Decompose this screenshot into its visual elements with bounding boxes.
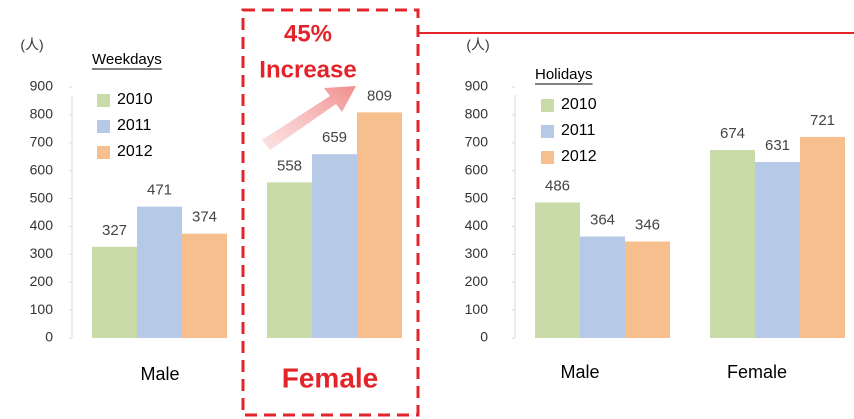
y-tick-label: 500 [465,189,489,205]
value-label: 471 [147,182,172,199]
legend-label: 2010 [561,96,597,113]
subtitle: Weekdays [92,51,162,68]
y-tick-label: 0 [480,329,488,345]
y-tick-label: 600 [465,161,489,177]
y-tick-label: 0 [45,329,53,345]
value-label: 721 [810,112,835,129]
y-axis-label: (人) [20,37,43,53]
annotation: Increase [259,56,356,83]
bar [535,202,580,338]
value-label: 558 [277,157,302,174]
y-tick-label: 800 [30,106,54,122]
legend-swatch [97,120,110,133]
legend-label: 2011 [117,117,152,134]
x-tick-label: Female [282,362,379,393]
y-tick-label: 700 [30,133,54,149]
bar [625,241,670,338]
y-tick-label: 900 [465,78,489,94]
y-tick-label: 600 [30,161,54,177]
legend-swatch [541,151,554,164]
bar [137,206,182,338]
value-label: 346 [635,216,660,233]
highlight-box [241,8,420,417]
x-tick-label: Male [560,362,599,382]
y-tick-label: 800 [465,106,489,122]
bar [92,246,137,338]
bar [755,162,800,338]
increase-arrow [262,86,356,150]
y-tick-label: 200 [30,273,54,289]
legend-swatch [97,146,110,159]
value-label: 327 [102,222,127,239]
legend-swatch [541,99,554,112]
legend-label: 2010 [117,91,153,108]
value-label: 674 [720,125,745,142]
value-label: 659 [322,129,347,146]
y-tick-label: 300 [465,245,489,261]
y-tick-label: 300 [30,245,54,261]
x-tick-label: Female [727,362,787,382]
bar [267,182,312,338]
value-label: 631 [765,137,790,154]
value-label: 364 [590,211,615,228]
y-tick-label: 100 [30,301,54,317]
legend-label: 2012 [117,143,153,160]
y-tick-label: 500 [30,189,54,205]
y-tick-label: 200 [465,273,489,289]
legend-swatch [97,94,110,107]
bar [800,136,845,338]
bar [312,154,357,338]
legend-label: 2011 [561,122,596,139]
bar [710,150,755,338]
y-tick-label: 400 [465,217,489,233]
value-label: 486 [545,177,570,194]
y-tick-label: 400 [30,217,54,233]
annotation: 45% [284,20,332,47]
value-label: 374 [192,209,217,226]
bar [580,236,625,338]
y-tick-label: 900 [30,78,54,94]
legend-label: 2012 [561,148,597,165]
legend-swatch [541,125,554,138]
subtitle: Holidays [535,66,593,83]
y-tick-label: 700 [465,133,489,149]
y-axis-label: (人) [466,37,489,53]
y-tick-label: 100 [465,301,489,317]
value-label: 809 [367,87,392,104]
bar [182,233,227,338]
x-tick-label: Male [140,364,179,384]
bar [357,112,402,338]
